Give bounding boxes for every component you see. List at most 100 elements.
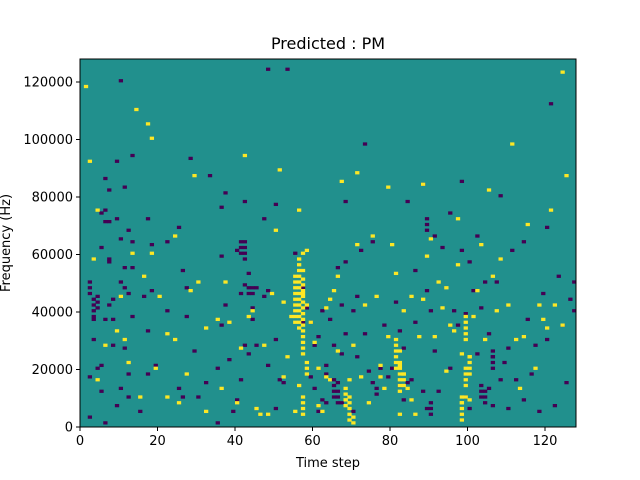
heatmap-cell-high	[444, 369, 449, 373]
x-tick-label: 0	[76, 434, 84, 449]
heatmap-cell-low	[250, 317, 255, 322]
heatmap-cell-high	[483, 337, 488, 342]
heatmap-cell-high	[312, 340, 317, 345]
heatmap-cell-low	[335, 395, 341, 399]
heatmap-cell-low	[428, 401, 434, 405]
heatmap-cell-low	[219, 254, 224, 258]
heatmap-cell-high	[304, 372, 310, 376]
heatmap-cell-high	[204, 326, 209, 330]
heatmap-cell-low	[91, 297, 96, 301]
heatmap-cell-low	[432, 234, 437, 238]
heatmap-cell-low	[568, 297, 573, 301]
heatmap-cell-high	[297, 309, 302, 313]
heatmap-cell-low	[238, 245, 244, 250]
heatmap-cell-low	[514, 378, 519, 382]
heatmap-cell-high	[293, 314, 298, 319]
heatmap-cell-low	[355, 294, 360, 299]
heatmap-cell-low	[328, 317, 333, 322]
heatmap-cell-high	[304, 303, 310, 307]
heatmap-cell-high	[401, 309, 406, 313]
heatmap-cell-low	[335, 401, 341, 405]
heatmap-cell-low	[277, 378, 282, 382]
heatmap-cell-high	[297, 291, 302, 296]
heatmap-cell-low	[87, 415, 93, 419]
heatmap-cell-high	[293, 286, 298, 290]
heatmap-cell-high	[401, 372, 406, 376]
x-tick-label: 80	[382, 434, 399, 449]
heatmap-cell-high	[393, 343, 399, 347]
heatmap-cell-high	[463, 395, 468, 399]
heatmap-cell-high	[293, 309, 298, 313]
heatmap-cell-low	[479, 395, 484, 399]
heatmap-cell-high	[393, 366, 399, 370]
heatmap-cell-low	[331, 383, 337, 388]
y-axis-label: Frequency (Hz)	[0, 194, 14, 292]
heatmap-cell-high	[300, 406, 306, 411]
heatmap-cell-high	[227, 320, 232, 324]
heatmap-cell-high	[300, 412, 306, 416]
heatmap-cell-high	[463, 378, 468, 382]
heatmap-cell-high	[87, 159, 93, 163]
x-axis: 0 20 40 60 80 100 120	[76, 427, 558, 449]
heatmap-cell-high	[401, 378, 406, 382]
heatmap-cell-low	[382, 323, 387, 327]
heatmap-cell-high	[397, 383, 403, 388]
heatmap-cell-high	[300, 401, 306, 405]
heatmap-cell-low	[285, 67, 290, 71]
heatmap-cell-high	[463, 366, 468, 370]
heatmap-cell-high	[397, 372, 403, 376]
heatmap-cell-high	[157, 294, 162, 299]
heatmap-cell-low	[91, 303, 96, 307]
heatmap-cell-high	[324, 375, 329, 379]
heatmap-cell-high	[362, 303, 368, 307]
heatmap-cell-low	[238, 251, 244, 255]
heatmap-cell-low	[498, 194, 503, 198]
heatmap-cell-high	[173, 234, 178, 238]
heatmap-cell-high	[355, 171, 360, 175]
heatmap-cell-high	[95, 378, 100, 382]
heatmap-cell-low	[192, 349, 197, 353]
heatmap-cell-high	[343, 404, 348, 408]
heatmap-cell-high	[304, 248, 310, 253]
heatmap-cell-high	[328, 297, 333, 301]
heatmap-cell-high	[463, 383, 468, 388]
heatmap-cell-low	[502, 360, 507, 365]
heatmap-cell-low	[320, 398, 325, 402]
heatmap-cell-low	[103, 421, 108, 425]
heatmap-cell-low	[378, 366, 383, 370]
heatmap-cell-low	[351, 309, 356, 313]
heatmap-cell-low	[149, 289, 155, 293]
heatmap-cell-high	[204, 409, 209, 414]
heatmap-cell-low	[87, 280, 93, 284]
x-tick-label: 120	[533, 434, 558, 449]
heatmap-cell-low	[312, 343, 317, 347]
heatmap-cell-low	[370, 381, 375, 385]
heatmap-cell-high	[130, 251, 135, 255]
heatmap-cell-low	[440, 245, 445, 250]
heatmap-cell-low	[273, 406, 279, 411]
heatmap-cell-high	[297, 208, 302, 212]
heatmap-cell-low	[386, 375, 391, 379]
heatmap-cell-high	[560, 70, 565, 74]
heatmap-cell-high	[405, 386, 410, 391]
heatmap-cell-low	[242, 283, 248, 287]
heatmap-cell-high	[289, 314, 294, 319]
heatmap-cell-low	[215, 421, 220, 425]
heatmap-cell-high	[463, 372, 468, 376]
heatmap-cell-high	[300, 289, 306, 293]
heatmap-cell-low	[324, 372, 329, 376]
heatmap-cell-high	[273, 228, 279, 232]
heatmap-cell-high	[378, 375, 383, 379]
heatmap-cell-low	[479, 389, 484, 393]
heatmap-cell-high	[467, 366, 472, 370]
heatmap-cell-low	[111, 343, 116, 347]
heatmap-cell-high	[339, 179, 344, 184]
heatmap-cell-low	[246, 286, 251, 290]
heatmap-cell-high	[300, 306, 306, 310]
heatmap-cell-low	[118, 237, 124, 241]
heatmap-cell-high	[300, 340, 306, 345]
heatmap-cell-low	[114, 217, 120, 221]
heatmap-cell-high	[114, 329, 120, 333]
heatmap-cell-high	[393, 337, 399, 342]
plot-area	[79, 58, 577, 428]
